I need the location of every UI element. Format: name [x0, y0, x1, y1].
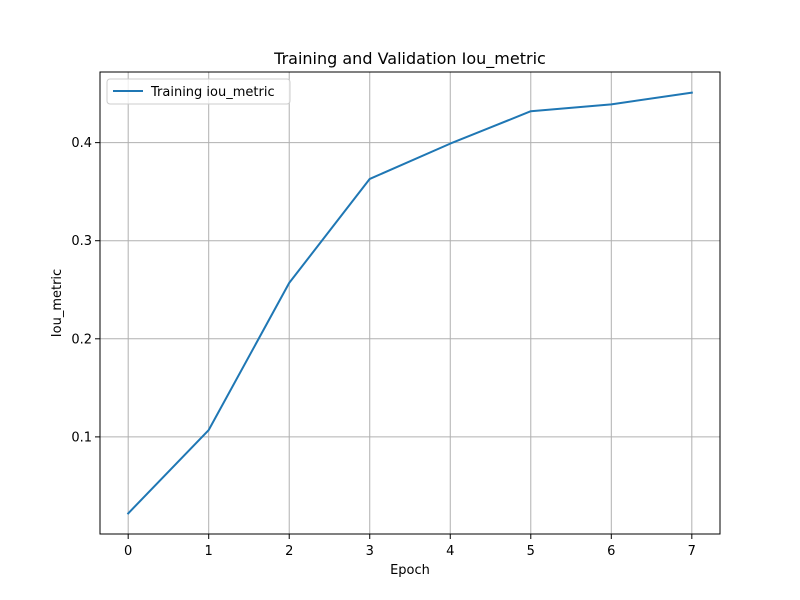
y-tick-label: 0.4: [71, 136, 92, 151]
x-tick-label: 7: [688, 544, 696, 559]
x-tick-label: 2: [285, 544, 293, 559]
y-tick-label: 0.2: [71, 332, 92, 347]
x-tick-label: 6: [607, 544, 615, 559]
series-layer: [126, 91, 693, 515]
x-tick-label: 5: [527, 544, 535, 559]
x-tick-label: 0: [124, 544, 132, 559]
series-line-training-iou-metric: [126, 91, 693, 515]
grid-layer: [100, 72, 720, 534]
x-tick-label: 1: [205, 544, 213, 559]
y-tick-label: 0.1: [71, 430, 92, 445]
x-tick-label: 4: [446, 544, 454, 559]
plot-frame: [99, 71, 721, 535]
legend: Training iou_metric: [106, 78, 291, 105]
legend-label: Training iou_metric: [150, 85, 275, 100]
chart-title: Training and Validation Iou_metric: [273, 49, 546, 69]
x-tick-label: 3: [366, 544, 374, 559]
y-axis-label: Iou_metric: [50, 269, 65, 337]
y-tick-label: 0.3: [71, 234, 92, 249]
ticks-layer: 0 1 2 3 4 5 6 7 0.1 0.2 0.3 0.4: [71, 136, 696, 559]
legend-box: [106, 78, 291, 105]
x-axis-label: Epoch: [390, 563, 430, 578]
